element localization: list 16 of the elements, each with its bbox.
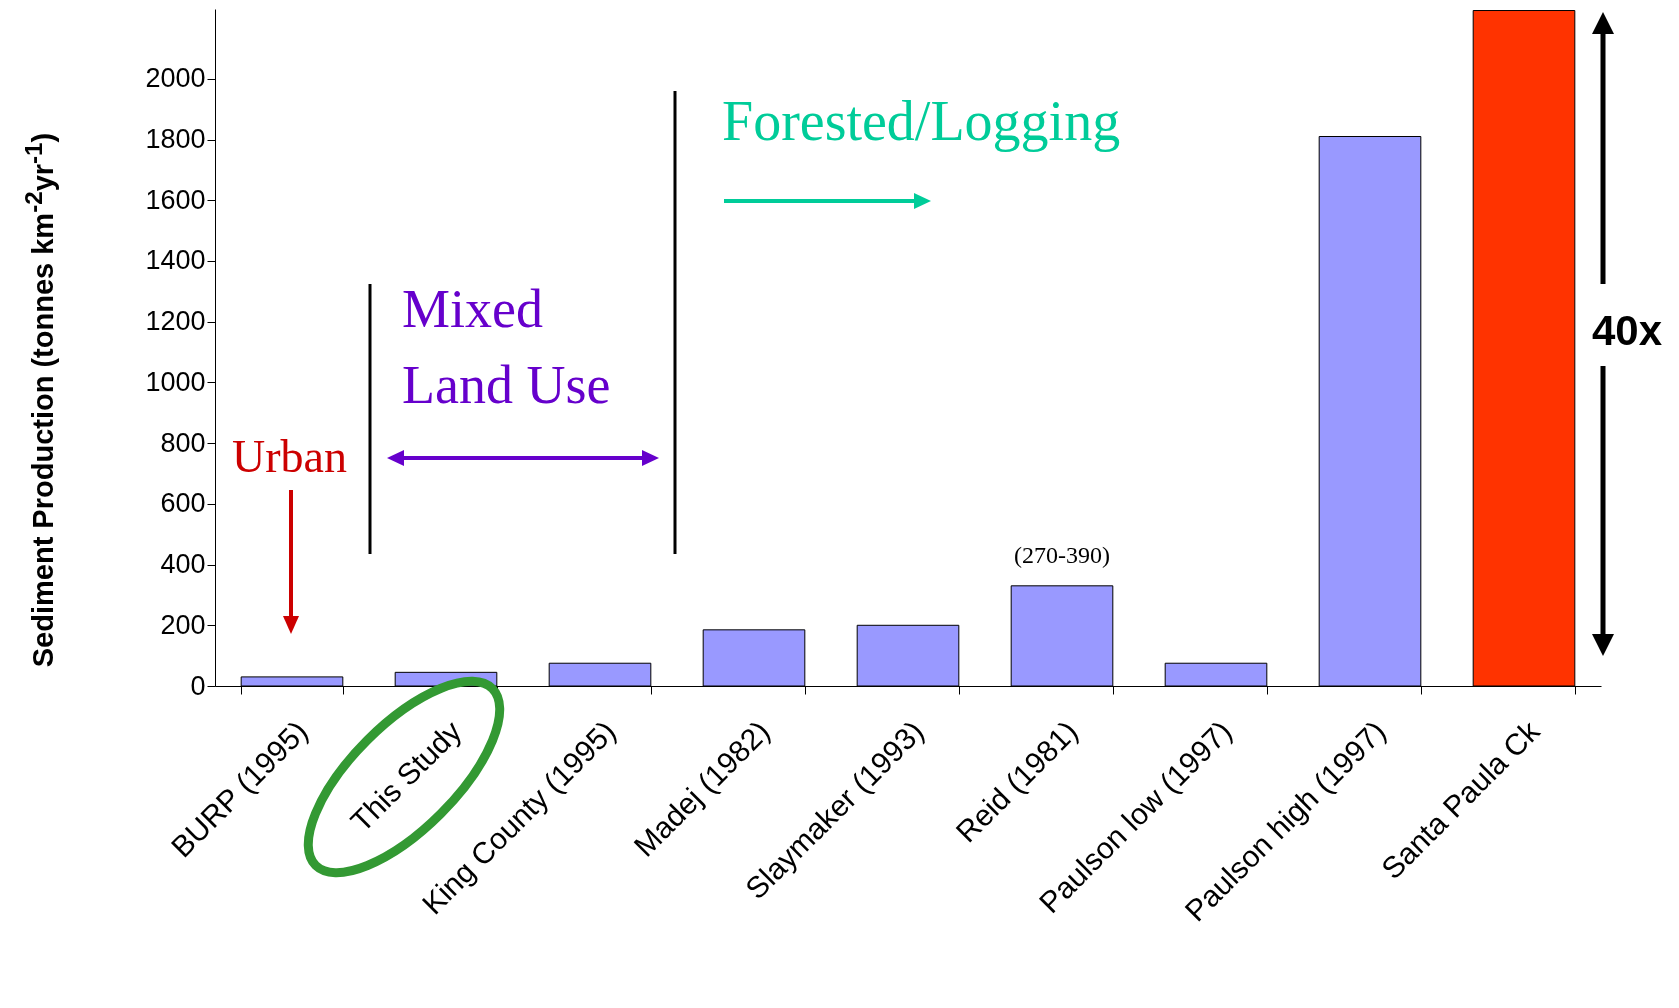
- y-tick-label: 1600: [145, 184, 206, 215]
- annotation: 40x: [1592, 306, 1663, 356]
- y-tick-label: 1400: [145, 245, 206, 276]
- annotation: Forested/Logging: [722, 89, 1121, 154]
- y-tick-label: 1800: [145, 124, 206, 155]
- y-tick-label: 200: [160, 609, 206, 640]
- y-tick-label: 400: [160, 549, 206, 580]
- y-tick-label: 1200: [145, 306, 206, 337]
- y-tick-label: 800: [160, 427, 206, 458]
- y-tick-label: 0: [190, 670, 206, 701]
- annotation: Urban: [232, 430, 347, 484]
- annotation: Mixed Land Use: [402, 278, 611, 417]
- y-tick-label: 600: [160, 488, 206, 519]
- annotation: (270-390): [1014, 541, 1110, 568]
- y-tick-label: 2000: [145, 63, 206, 94]
- y-tick-label: 1000: [145, 366, 206, 397]
